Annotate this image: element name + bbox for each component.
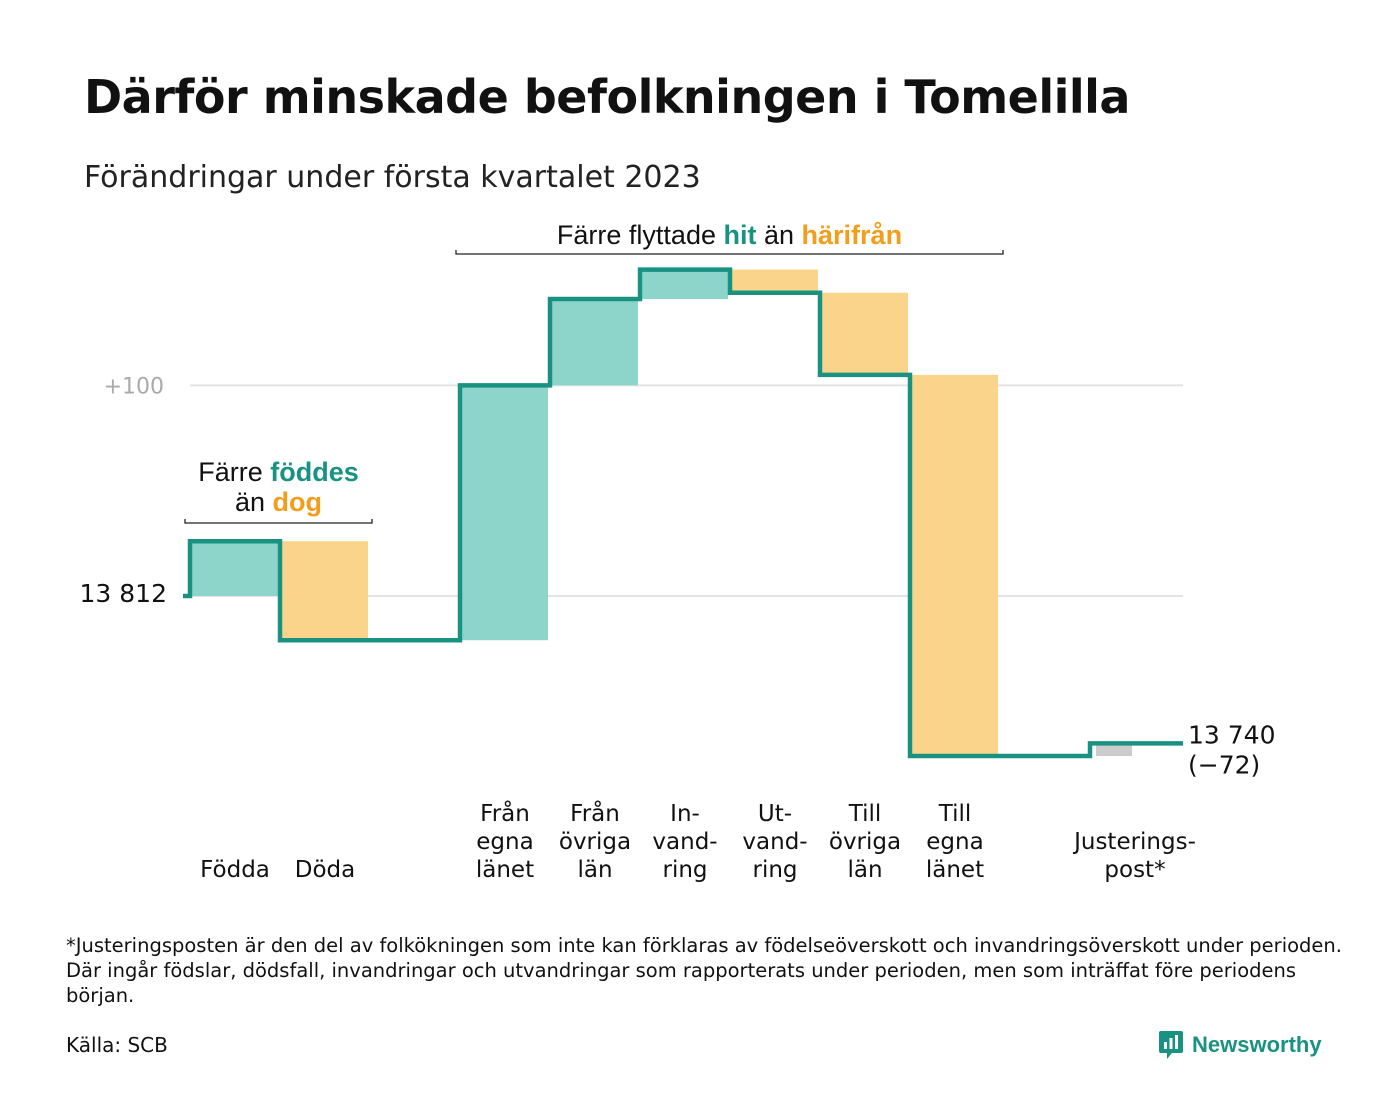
logo-text: Newsworthy: [1192, 1032, 1322, 1057]
bar-8: [910, 374, 998, 757]
bar-4: [550, 299, 638, 386]
bar-7: [820, 292, 908, 375]
annotation-births-bracket: [184, 519, 373, 524]
y-tick-label-1: +100: [104, 374, 164, 399]
annotation-births-line1-part-0: Färre: [198, 457, 270, 487]
bar-10: [1096, 743, 1132, 757]
category-label-5-0: In-: [670, 801, 700, 827]
annotation-births-line2: än dog: [235, 487, 322, 517]
category-label-7-1: övriga: [829, 829, 901, 855]
category-label-10-1: post*: [1104, 857, 1165, 883]
category-label-8-2: länet: [926, 857, 984, 883]
annotation-births-line1: Färre föddes: [198, 457, 359, 487]
category-label-4-0: Från: [570, 799, 620, 827]
running-total-line: [183, 267, 1183, 759]
bars: [190, 269, 1132, 757]
category-label-3-1: egna: [476, 829, 533, 855]
annotation-migration-part-1: hit: [723, 220, 756, 250]
labels: Födda DödaFrånegnalänetFrånövrigalänIn-va…: [80, 579, 1276, 883]
category-label-1-0: Döda: [295, 857, 355, 883]
category-label-3-0: Från: [480, 799, 530, 827]
source-note: Källa: SCB: [66, 1033, 168, 1057]
waterfall-chart: +100 Födda DödaFrånegnalänetFrånövrigalän…: [80, 220, 1276, 883]
bar-1: [280, 541, 368, 641]
end-value-label: 13 740: [1188, 721, 1275, 750]
annotation-migration-part-3: härifrån: [802, 220, 903, 250]
category-label-7-2: län: [847, 857, 882, 883]
annotation-migration-part-0: Färre flyttade: [557, 220, 724, 250]
category-label-4-1: övriga: [559, 829, 631, 855]
annotation-migration-bracket: [455, 250, 1004, 255]
category-label-6-0: Ut-: [758, 801, 792, 827]
category-label-6-2: ring: [752, 857, 797, 883]
running-total-path: [183, 267, 1183, 759]
bar-5: [640, 269, 728, 300]
chart-subtitle: Förändringar under första kvartalet 2023: [84, 160, 701, 195]
category-label-8-1: egna: [926, 829, 983, 855]
start-value-label: 13 812: [80, 579, 167, 608]
end-change-label: (−72): [1188, 751, 1260, 780]
chart-title: Därför minskade befolkningen i Tomelilla: [84, 70, 1130, 124]
category-label-4-2: län: [577, 857, 612, 883]
annotation-migration-part-2: än: [756, 220, 801, 250]
footnote: *Justeringsposten är den del av folkökni…: [66, 934, 1342, 1007]
category-label-0-0: Födda: [200, 857, 270, 883]
annotation-migration: Färre flyttade hit än härifrån: [557, 220, 902, 250]
category-label-5-1: vand-: [652, 829, 717, 855]
category-label-3-2: länet: [476, 857, 534, 883]
newsworthy-chart-bubble-icon: [1159, 1031, 1183, 1059]
category-label-8-0: Till: [938, 801, 972, 827]
category-label-6-1: vand-: [742, 829, 807, 855]
newsworthy-logo: Newsworthy: [1158, 1028, 1322, 1062]
bar-6: [730, 269, 818, 293]
annotation-births-line1-part-1: föddes: [270, 457, 359, 487]
category-label-7-0: Till: [848, 801, 882, 827]
category-label-5-2: ring: [662, 857, 707, 883]
category-label-10-0: Justerings-: [1072, 829, 1196, 855]
annotation-births-line2-part-0: än: [235, 487, 273, 517]
annotation-births-line2-part-1: dog: [273, 487, 322, 517]
bar-3: [460, 385, 548, 641]
bar-0: [190, 541, 278, 596]
